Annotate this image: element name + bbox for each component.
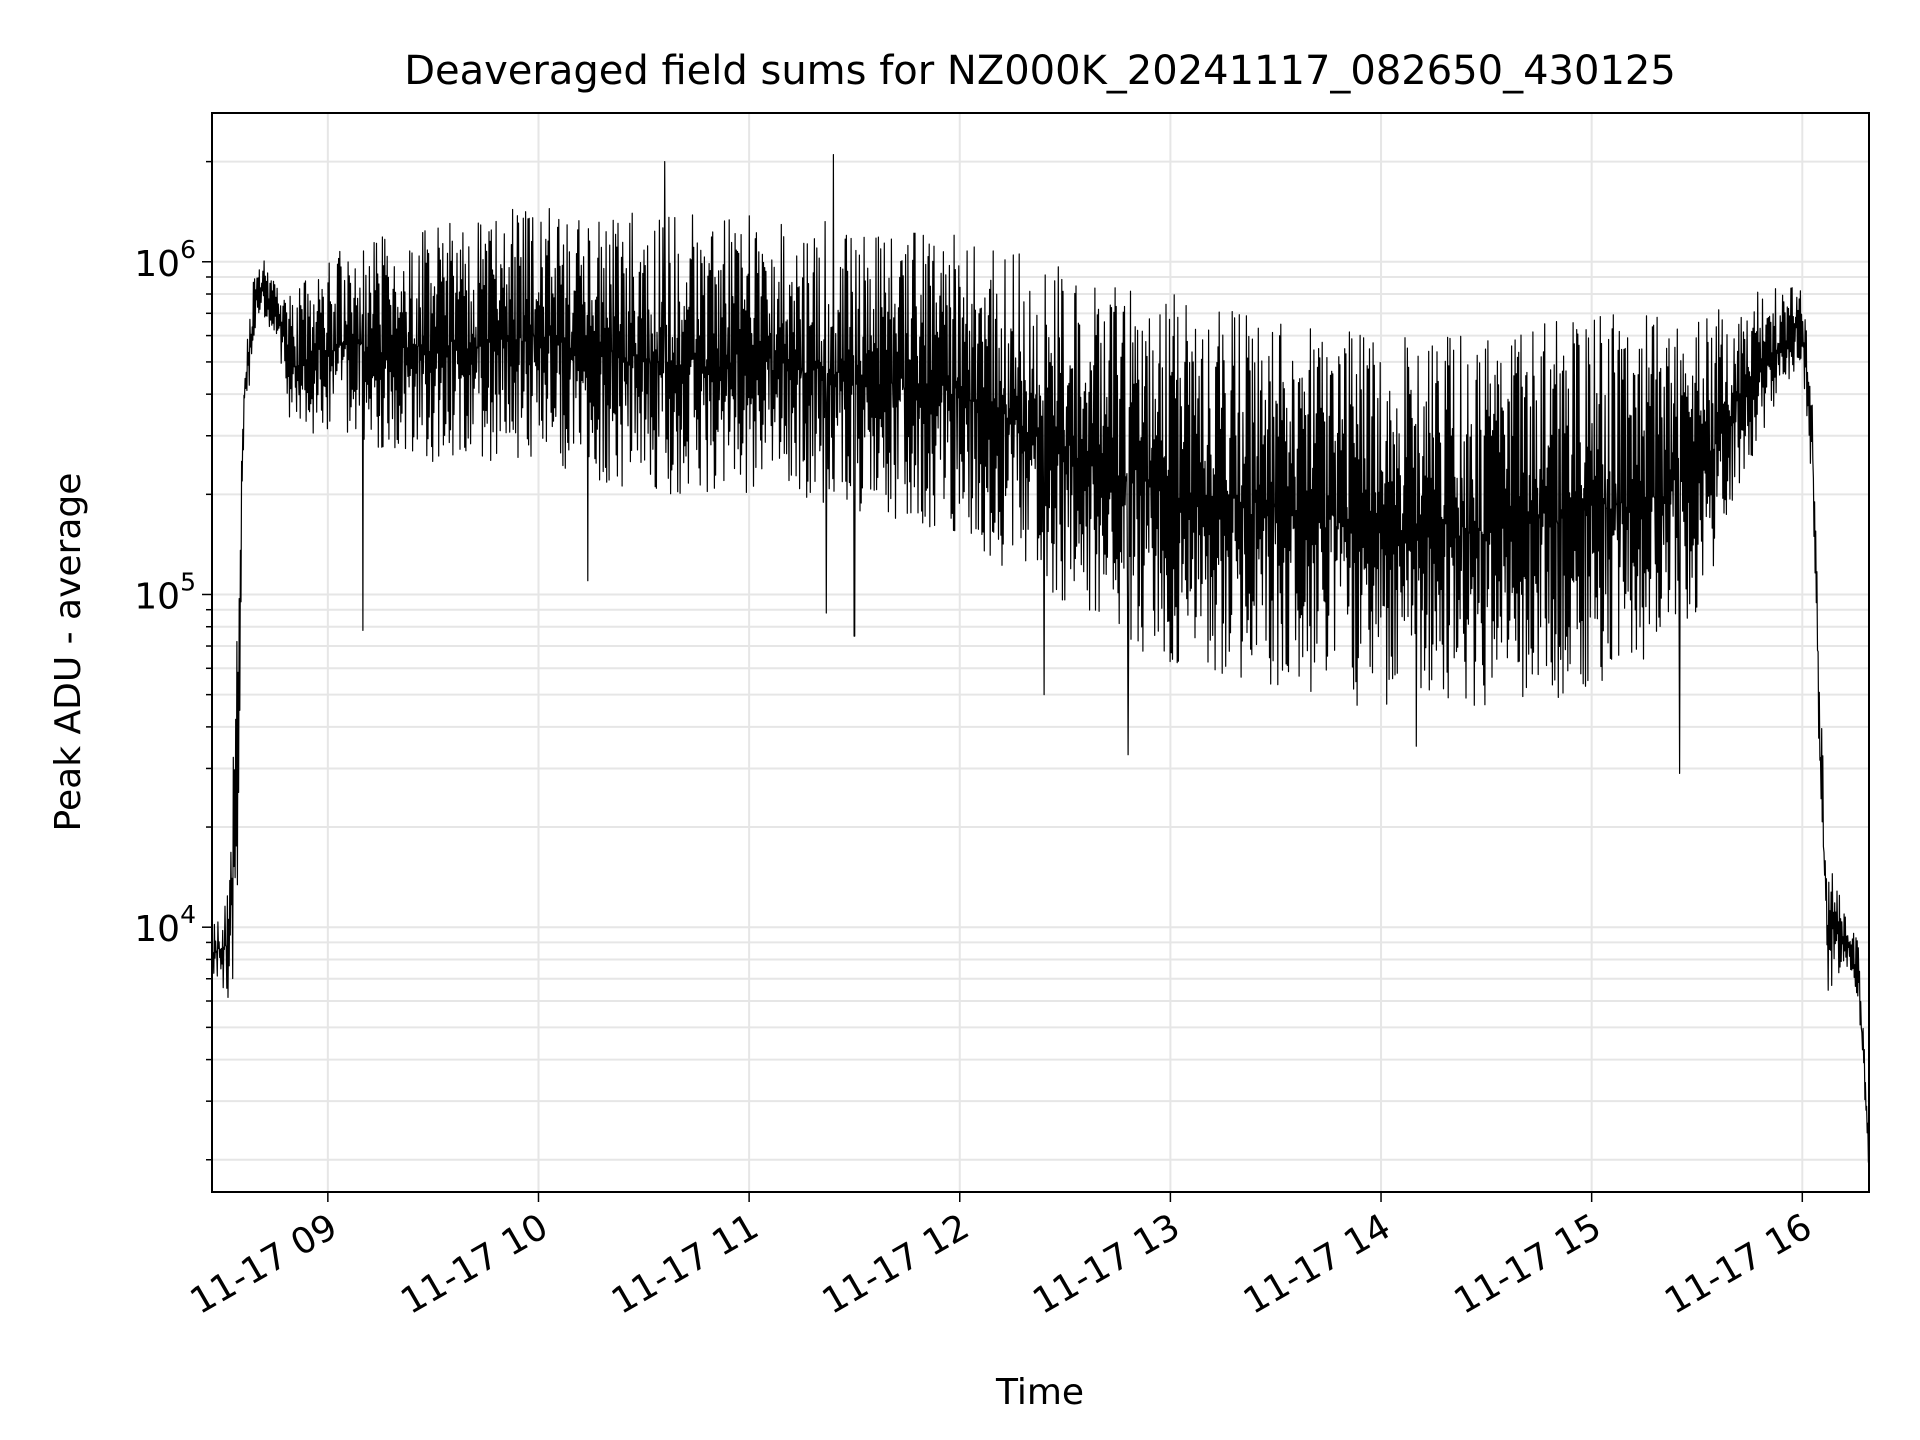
y-tick-label: 104 [134, 900, 196, 950]
chart-title: Deaveraged field sums for NZ000K_2024111… [404, 48, 1676, 94]
x-axis-label: Time [995, 1372, 1084, 1413]
y-axis-label: Peak ADU - average [48, 473, 89, 832]
grid [212, 113, 1869, 1192]
data-layer [211, 154, 1870, 1163]
y-tick-label: 105 [134, 567, 196, 617]
y-tick-label: 106 [134, 235, 196, 285]
plot-frame [211, 112, 1870, 1193]
y-axis: 104 105 106 [134, 160, 212, 1161]
series-line [211, 154, 1870, 1163]
